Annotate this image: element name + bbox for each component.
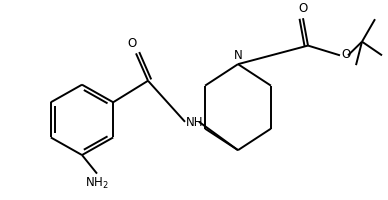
- Text: NH$_2$: NH$_2$: [85, 176, 109, 191]
- Text: NH: NH: [186, 116, 203, 129]
- Text: O: O: [127, 37, 137, 50]
- Text: O: O: [341, 48, 350, 61]
- Text: O: O: [298, 2, 308, 15]
- Text: N: N: [234, 49, 242, 62]
